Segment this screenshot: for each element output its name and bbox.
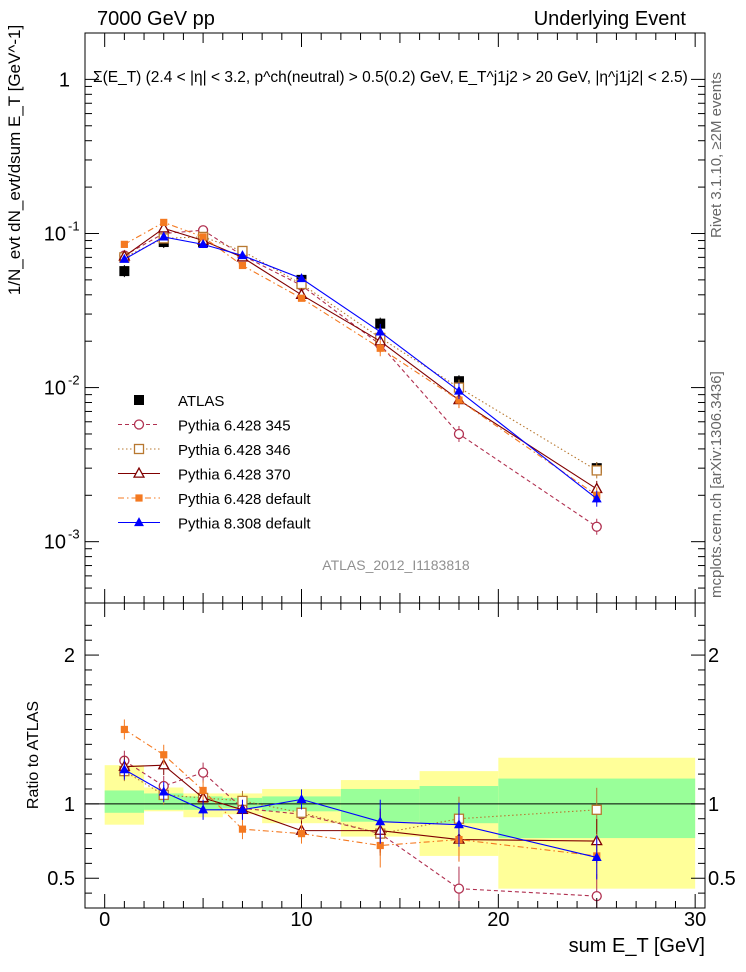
chart-title: Σ(E_T) (2.4 < |η| < 3.2, p^ch(neutral) >… — [93, 69, 688, 86]
main-data-point — [119, 266, 130, 277]
main-data-point — [158, 231, 169, 241]
ratio-data-point — [199, 786, 207, 795]
legend-marker — [133, 443, 145, 455]
x-tick-label: 20 — [487, 909, 509, 931]
legend-marker — [134, 517, 144, 527]
ratio-data-point — [454, 819, 464, 829]
main-data-point — [591, 521, 602, 532]
main-data-point — [238, 261, 247, 270]
ratio-y-tick-label-left: 0.5 — [47, 868, 75, 890]
legend-marker — [135, 494, 143, 502]
main-series-line — [124, 227, 598, 490]
main-data-point — [296, 273, 307, 283]
ratio-plot-frame — [84, 602, 706, 909]
ratio-data-point — [376, 841, 384, 850]
x-tick-label: 30 — [684, 909, 706, 931]
ratio-series-line — [124, 729, 597, 857]
ratio-series-line — [124, 764, 597, 842]
main-data-point — [119, 253, 130, 263]
main-data-point — [199, 233, 207, 241]
legend-entry-label: Pythia 6.428 370 — [178, 467, 291, 484]
main-data-point — [375, 318, 386, 329]
ratio-y-tick-label-right: 0.5 — [708, 868, 736, 890]
ratio-data-point — [197, 767, 209, 778]
ratio-data-point — [198, 804, 209, 814]
ratio-data-point — [375, 816, 386, 826]
ratio-data-point — [297, 830, 306, 838]
ratio-data-point — [160, 751, 168, 759]
ratio-inner-band — [104, 790, 145, 813]
main-data-point — [591, 493, 602, 503]
x-tick-label: 0 — [99, 909, 110, 931]
main-y-tick-label: 1 — [59, 69, 70, 91]
main-data-point — [455, 396, 463, 404]
ratio-y-tick-label-right: 1 — [708, 794, 719, 816]
main-data-point — [454, 385, 464, 395]
analysis-label: ATLAS_2012_I1183818 — [322, 557, 470, 573]
ratio-y-tick-label-left: 1 — [64, 794, 75, 816]
ratio-data-point — [453, 883, 465, 894]
main-series-line — [124, 221, 598, 496]
main-data-point — [453, 428, 465, 440]
ratio-data-point — [296, 793, 307, 803]
x-tick-label: 10 — [290, 909, 312, 931]
legend-entry-label: Pythia 6.428 default — [178, 491, 311, 508]
header-energy: 7000 GeV pp — [97, 8, 215, 30]
main-series-line — [124, 236, 598, 471]
main-y-tick-label: 10 — [44, 378, 66, 400]
main-data-point — [198, 238, 209, 248]
ratio-data-point — [158, 786, 169, 796]
legend-marker — [134, 395, 144, 405]
main-y-tick-label-exp: -2 — [68, 373, 80, 388]
ratio-y-tick-label-right: 2 — [708, 645, 719, 667]
ratio-data-point — [237, 804, 248, 814]
legend-marker — [132, 466, 146, 478]
main-y-axis-label: 1/N_evt dN_evt/dsum E_T [GeV^-1] — [5, 25, 24, 295]
ratio-data-point — [296, 807, 307, 818]
main-series-line — [124, 229, 598, 528]
legend-entry-label: Pythia 8.308 default — [178, 516, 311, 533]
main-y-tick-label-exp: -1 — [68, 218, 80, 233]
ratio-data-point — [591, 804, 602, 815]
main-data-point — [591, 465, 602, 476]
ratio-data-point — [591, 852, 602, 862]
main-data-point — [120, 240, 128, 248]
x-axis-label: sum E_T [GeV] — [569, 935, 705, 957]
legend-entry-label: Pythia 6.428 345 — [178, 418, 291, 435]
header-process: Underlying Event — [533, 8, 686, 30]
legend-entry-label: ATLAS — [178, 393, 224, 410]
ratio-series-line — [124, 760, 597, 897]
main-data-point — [375, 326, 386, 336]
ratio-y-tick-label-left: 2 — [64, 645, 75, 667]
ratio-data-point — [238, 825, 247, 833]
main-data-point — [160, 218, 168, 227]
main-y-tick-label: 10 — [44, 532, 66, 554]
ratio-data-point — [120, 725, 128, 734]
ratio-series-line — [124, 769, 597, 858]
main-y-tick-label: 10 — [44, 223, 66, 245]
legend-entry-label: Pythia 6.428 346 — [178, 442, 291, 459]
legend-marker — [133, 419, 145, 430]
main-data-point — [297, 294, 306, 302]
main-y-tick-label-exp: -3 — [68, 527, 80, 542]
main-series-line — [124, 236, 598, 500]
main-data-point — [376, 344, 384, 352]
ratio-y-axis-label: Ratio to ATLAS — [25, 701, 42, 809]
ratio-data-point — [119, 764, 130, 774]
main-data-point — [237, 250, 248, 260]
